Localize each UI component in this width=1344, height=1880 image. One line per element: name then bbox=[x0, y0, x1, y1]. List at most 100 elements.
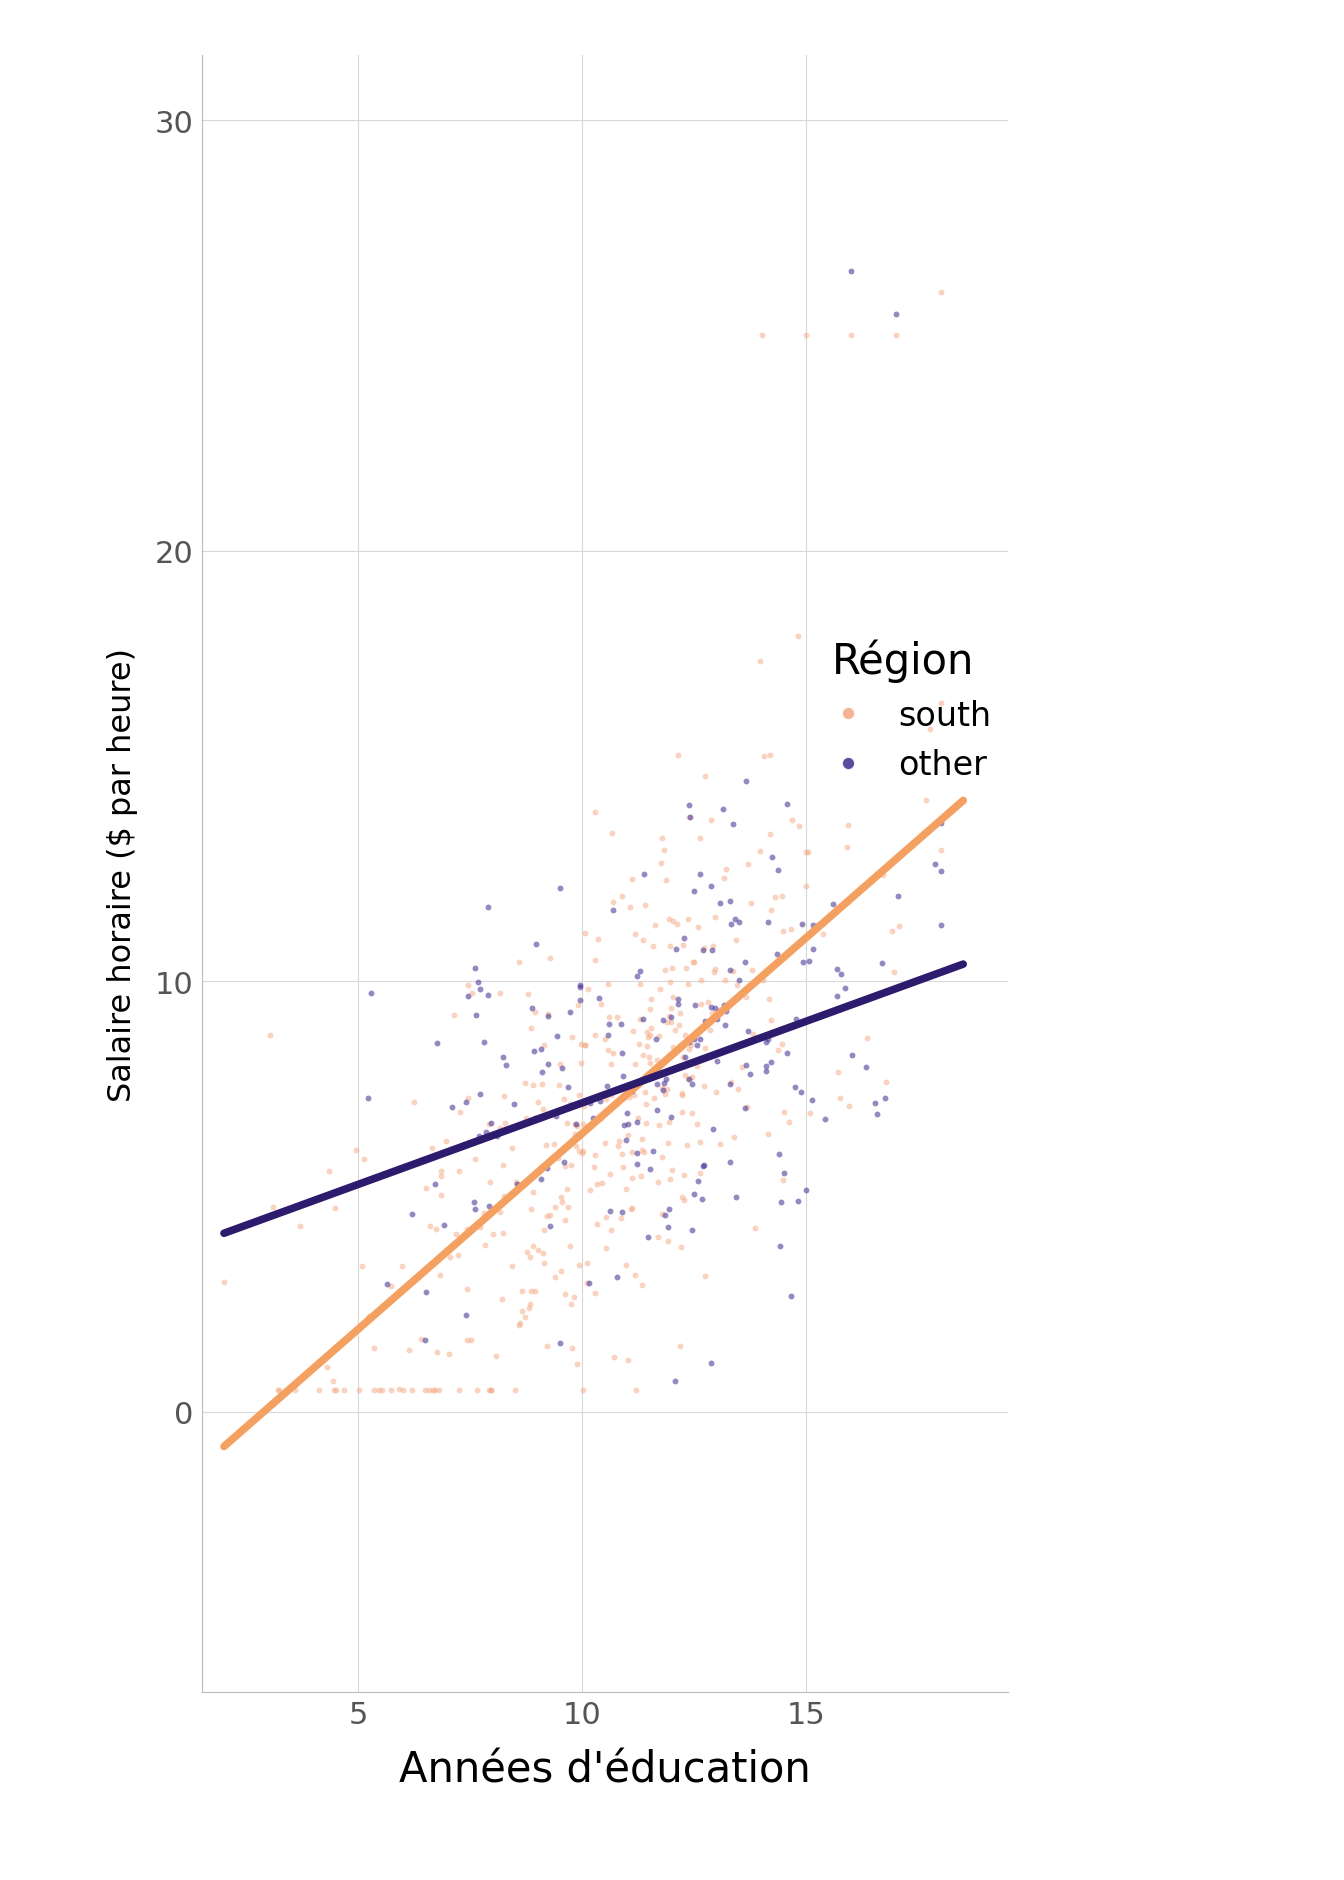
Point bbox=[695, 761, 716, 791]
Point bbox=[871, 949, 892, 979]
Point bbox=[523, 1070, 544, 1100]
Point bbox=[642, 1137, 664, 1167]
Point bbox=[659, 1164, 680, 1194]
Point bbox=[722, 810, 743, 840]
Point bbox=[444, 1000, 465, 1030]
Point bbox=[325, 1376, 347, 1406]
Point bbox=[560, 1290, 582, 1320]
Point bbox=[786, 622, 808, 652]
Point bbox=[673, 1021, 695, 1051]
Point bbox=[214, 1267, 235, 1297]
Point bbox=[930, 857, 952, 887]
Point bbox=[487, 1122, 508, 1152]
Point bbox=[562, 1124, 583, 1154]
Point bbox=[571, 1137, 593, 1167]
Point bbox=[577, 974, 598, 1004]
Point bbox=[700, 1348, 722, 1378]
Point bbox=[614, 1126, 636, 1156]
Point bbox=[519, 1290, 540, 1320]
Point bbox=[388, 1374, 410, 1404]
Point bbox=[650, 848, 672, 878]
Point bbox=[610, 1010, 632, 1040]
Point bbox=[380, 1271, 402, 1301]
Point bbox=[694, 1072, 715, 1102]
Point bbox=[735, 1049, 757, 1079]
Point bbox=[262, 1192, 284, 1222]
Point bbox=[426, 1337, 448, 1367]
Point bbox=[632, 1136, 653, 1166]
Point bbox=[285, 1376, 306, 1406]
Point bbox=[552, 1053, 574, 1083]
Point bbox=[548, 1072, 570, 1102]
Point bbox=[668, 741, 689, 771]
Point bbox=[708, 996, 730, 1026]
Point bbox=[550, 1136, 571, 1166]
Point bbox=[741, 955, 762, 985]
Point bbox=[610, 1203, 632, 1233]
Point bbox=[773, 1098, 794, 1128]
Point bbox=[681, 1070, 703, 1100]
Point bbox=[887, 882, 909, 912]
Point bbox=[837, 810, 859, 840]
Point bbox=[612, 1139, 633, 1169]
Point bbox=[710, 889, 731, 919]
Point bbox=[599, 1160, 621, 1190]
Point bbox=[728, 964, 750, 995]
Point bbox=[630, 1271, 652, 1301]
Point bbox=[673, 1184, 695, 1214]
Point bbox=[536, 1331, 558, 1361]
Point bbox=[603, 1342, 625, 1372]
Point bbox=[573, 1092, 594, 1122]
Point bbox=[672, 931, 694, 961]
Point bbox=[661, 953, 683, 983]
Point bbox=[671, 1098, 692, 1128]
Point bbox=[644, 1083, 665, 1113]
Point bbox=[602, 887, 624, 917]
Point bbox=[700, 993, 722, 1023]
Point bbox=[423, 1376, 445, 1406]
Point bbox=[683, 948, 704, 978]
Point bbox=[770, 1186, 792, 1216]
Point bbox=[520, 1013, 542, 1043]
Point bbox=[289, 1211, 310, 1241]
Point bbox=[578, 1267, 599, 1297]
Point bbox=[519, 1293, 540, 1324]
X-axis label: Années d'éducation: Années d'éducation bbox=[399, 1748, 810, 1792]
Point bbox=[621, 1137, 642, 1167]
Point bbox=[660, 1102, 681, 1132]
Point bbox=[685, 1019, 707, 1049]
Point bbox=[601, 1081, 622, 1111]
Point bbox=[781, 1280, 802, 1310]
Point bbox=[478, 1192, 500, 1222]
Point bbox=[797, 837, 818, 867]
Point bbox=[501, 1252, 523, 1282]
Point bbox=[657, 1226, 679, 1256]
Point bbox=[485, 1340, 507, 1371]
Point bbox=[677, 1064, 699, 1094]
Point bbox=[687, 914, 708, 944]
Point bbox=[640, 995, 661, 1025]
Point bbox=[489, 1113, 511, 1143]
Point bbox=[687, 1167, 708, 1198]
Point bbox=[492, 1218, 513, 1248]
Point bbox=[767, 1036, 789, 1066]
Point bbox=[778, 1107, 800, 1137]
Point bbox=[480, 1109, 501, 1139]
Point bbox=[564, 1132, 586, 1162]
Point bbox=[771, 917, 793, 948]
Point bbox=[661, 1154, 683, 1184]
Point bbox=[700, 872, 722, 902]
Point bbox=[575, 1030, 597, 1060]
Point bbox=[668, 1010, 689, 1040]
Point bbox=[516, 1237, 538, 1267]
Point bbox=[719, 955, 741, 985]
Point bbox=[695, 1034, 716, 1064]
Point bbox=[679, 1028, 700, 1058]
Point bbox=[630, 1162, 652, 1192]
Point bbox=[323, 1367, 344, 1397]
Point bbox=[613, 1152, 634, 1183]
Point bbox=[633, 1040, 655, 1070]
Point bbox=[504, 1376, 526, 1406]
Point bbox=[308, 1376, 329, 1406]
Point bbox=[839, 1090, 860, 1120]
